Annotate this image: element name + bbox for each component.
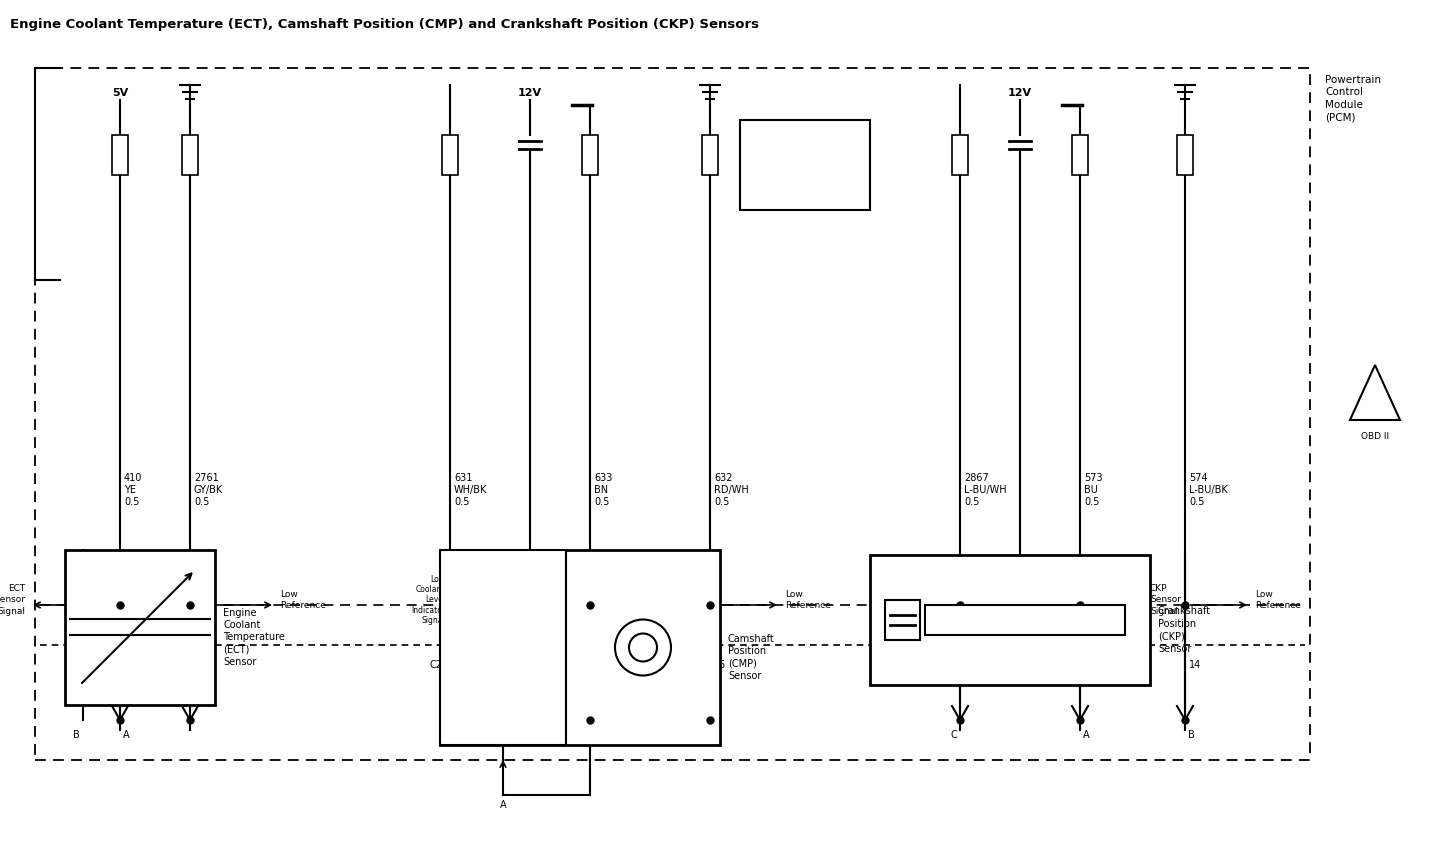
Bar xyxy=(112,135,128,175)
Text: 12V: 12V xyxy=(518,88,542,98)
Text: A: A xyxy=(122,730,130,740)
Text: GND: GND xyxy=(571,558,596,568)
Text: CKP
Sensor
Signal: CKP Sensor Signal xyxy=(1150,584,1181,615)
Text: 633
BN
0.5: 633 BN 0.5 xyxy=(594,473,613,507)
Text: A: A xyxy=(1083,730,1089,740)
Text: Engine Coolant Temperature (ECT), Camshaft Position (CMP) and Crankshaft Positio: Engine Coolant Temperature (ECT), Camsha… xyxy=(10,18,759,31)
Text: 573
BU
0.5: 573 BU 0.5 xyxy=(1085,473,1102,507)
Bar xyxy=(582,135,598,175)
Text: A: A xyxy=(499,800,507,810)
Bar xyxy=(871,555,1150,685)
Text: 15: 15 xyxy=(713,660,727,670)
Text: B+: B+ xyxy=(501,737,515,747)
Bar xyxy=(952,135,968,175)
Text: 14: 14 xyxy=(1190,660,1201,670)
Text: Engine
Coolant
Temperature
(ECT)
Sensor: Engine Coolant Temperature (ECT) Sensor xyxy=(223,607,285,667)
Text: CONN ID: CONN ID xyxy=(782,125,828,135)
Text: Digital: Digital xyxy=(531,728,561,737)
Text: ECT
Sensor
Signal: ECT Sensor Signal xyxy=(0,584,25,615)
Text: Low
Coolant
Level
Indicator
Signal: Low Coolant Level Indicator Signal xyxy=(411,575,446,626)
Text: 574
L-BU/BK
0.5: 574 L-BU/BK 0.5 xyxy=(1190,473,1227,507)
Text: Low
Reference: Low Reference xyxy=(1255,590,1300,610)
Text: CMP
Sensor: CMP Sensor xyxy=(665,590,696,610)
Bar xyxy=(35,68,1310,760)
Text: C: C xyxy=(951,730,957,740)
Text: 2761
GY/BK
0.5: 2761 GY/BK 0.5 xyxy=(194,473,223,507)
Text: Reference
Voltage: Reference Voltage xyxy=(1035,590,1080,610)
Text: 410
YE
0.5: 410 YE 0.5 xyxy=(124,473,143,507)
Text: 62: 62 xyxy=(1085,660,1096,670)
Text: Reference
Voltage: Reference Voltage xyxy=(526,590,571,610)
Text: C: C xyxy=(440,730,447,740)
Text: SIG: SIG xyxy=(494,558,513,568)
Text: OBD II: OBD II xyxy=(1361,432,1389,441)
Text: Powertrain
Control
Module
(PCM): Powertrain Control Module (PCM) xyxy=(1325,75,1380,122)
Text: 43: 43 xyxy=(964,660,977,670)
Text: C1=56 BU
C2=73 BK
C3=56 GY: C1=56 BU C2=73 BK C3=56 GY xyxy=(748,142,795,175)
Text: 5V: 5V xyxy=(112,88,128,98)
Text: B: B xyxy=(1188,730,1195,740)
Bar xyxy=(1176,135,1192,175)
Circle shape xyxy=(629,633,657,662)
Text: Sensor: Sensor xyxy=(530,716,561,725)
Text: 55: 55 xyxy=(124,660,137,670)
Bar xyxy=(885,600,920,640)
Text: C2: C2 xyxy=(430,660,443,670)
Text: Low
Reference: Low Reference xyxy=(785,590,831,610)
Text: C2: C2 xyxy=(100,660,114,670)
Text: B: B xyxy=(713,730,719,740)
Bar xyxy=(182,135,198,175)
Bar xyxy=(925,605,1125,635)
Circle shape xyxy=(614,619,671,676)
Bar xyxy=(440,550,721,745)
Text: Camshaft
Position
(CMP)
Sensor: Camshaft Position (CMP) Sensor xyxy=(728,634,775,681)
Bar xyxy=(740,120,871,210)
Bar xyxy=(443,135,459,175)
Bar xyxy=(702,135,718,175)
Text: 26: 26 xyxy=(594,660,606,670)
Text: 631
WH/BK
0.5: 631 WH/BK 0.5 xyxy=(454,473,488,507)
Text: 632
RD/WH
0.5: 632 RD/WH 0.5 xyxy=(713,473,748,507)
Text: 52: 52 xyxy=(194,660,207,670)
Text: B: B xyxy=(73,730,80,740)
Bar xyxy=(1072,135,1088,175)
Polygon shape xyxy=(1350,365,1401,420)
Bar xyxy=(66,550,215,705)
Text: 2867
L-BU/WH
0.5: 2867 L-BU/WH 0.5 xyxy=(964,473,1006,507)
Text: Low
Reference: Low Reference xyxy=(280,590,326,610)
Text: 44: 44 xyxy=(454,660,466,670)
Bar xyxy=(440,550,566,745)
Text: II: II xyxy=(1372,392,1379,403)
Text: Crankshaft
Position
(CKP)
Sensor: Crankshaft Position (CKP) Sensor xyxy=(1158,607,1211,653)
Text: 12V: 12V xyxy=(1008,88,1032,98)
